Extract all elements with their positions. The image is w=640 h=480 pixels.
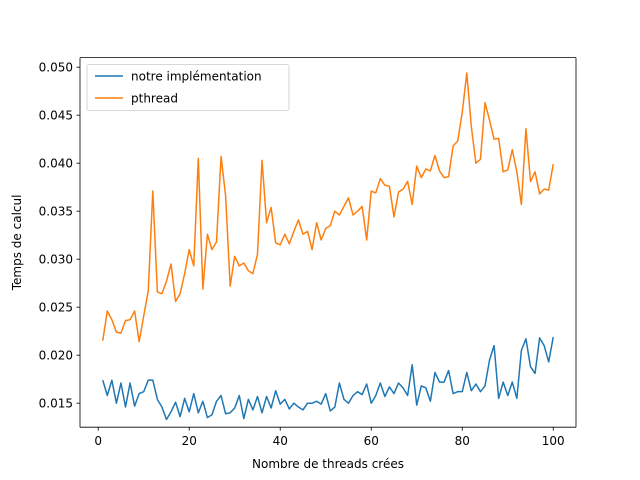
series-line-1: [102, 72, 554, 343]
series-line-0: [102, 336, 554, 421]
x-axis-label: Nombre de threads crées: [252, 457, 404, 471]
y-tick-label: 0.015: [39, 397, 73, 411]
x-tick-label: 80: [455, 434, 470, 448]
y-tick-label: 0.035: [39, 205, 73, 219]
series-layer: [102, 72, 554, 421]
y-tick-label: 0.050: [39, 61, 73, 75]
x-tick-label: 0: [94, 434, 102, 448]
axes-frame: [80, 57, 576, 428]
x-tick-label: 20: [182, 434, 197, 448]
legend: notre implémentation pthread: [86, 64, 290, 111]
axes-spines: [79, 57, 577, 428]
plot-area: [79, 57, 577, 428]
legend-label-pthread: pthread: [131, 92, 178, 106]
y-axis-ticks: 0.015 0.020 0.025 0.030 0.035 0.040 0.045 0.050: [39, 61, 80, 411]
y-tick-label: 0.030: [39, 253, 73, 267]
legend-label-notre-implementation: notre implémentation: [131, 70, 262, 84]
y-tick-label: 0.040: [39, 157, 73, 171]
y-axis-label: Temps de calcul: [10, 195, 24, 292]
y-tick-label: 0.025: [39, 301, 73, 315]
y-tick-label: 0.045: [39, 109, 73, 123]
x-tick-label: 100: [542, 434, 565, 448]
x-axis-ticks: 0 20 40 60 80 100: [94, 427, 565, 448]
y-tick-label: 0.020: [39, 349, 73, 363]
x-tick-label: 60: [364, 434, 379, 448]
x-tick-label: 40: [273, 434, 288, 448]
legend-box: [86, 64, 290, 111]
